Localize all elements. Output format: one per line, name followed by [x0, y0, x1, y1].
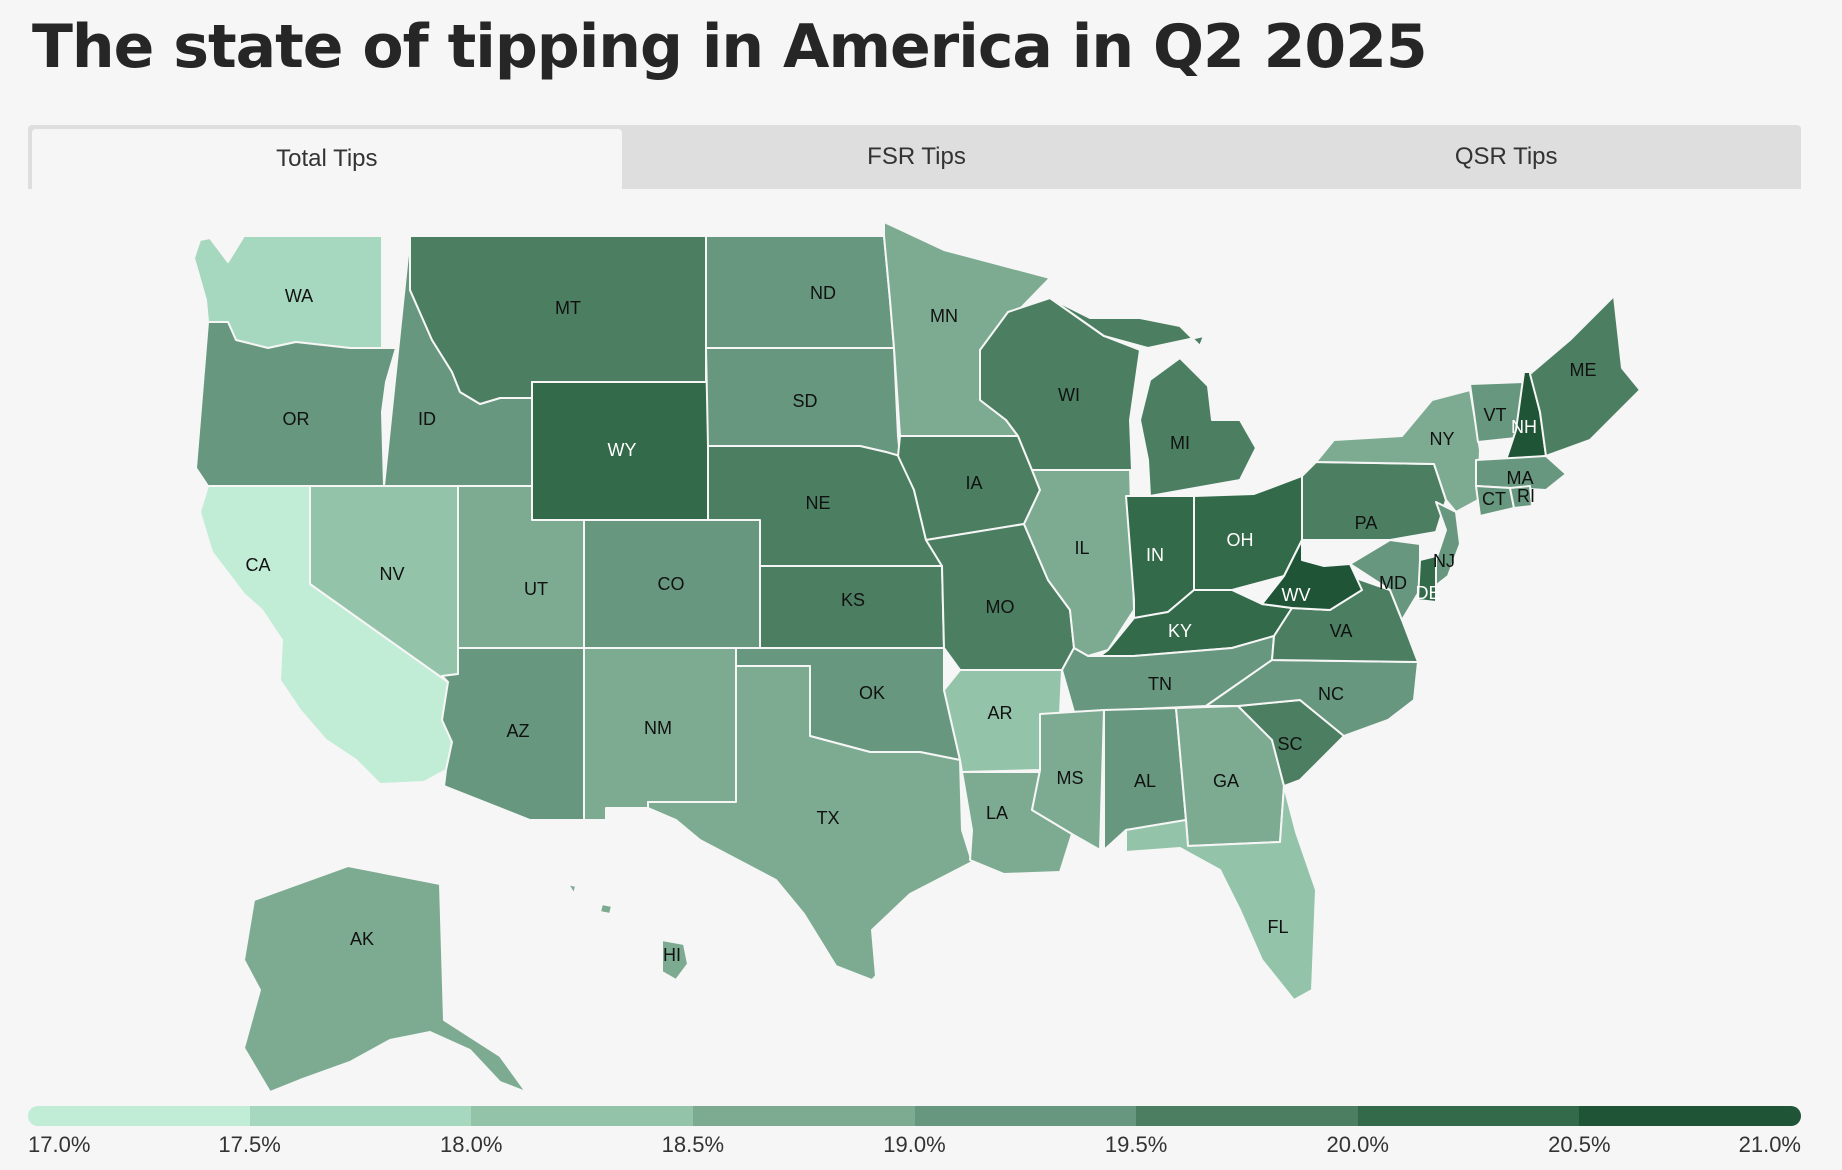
state-label-il: IL — [1074, 538, 1089, 558]
tab-fsr-tips[interactable]: FSR Tips — [867, 143, 966, 170]
legend-tick-label: 17.0% — [28, 1132, 91, 1157]
state-label-ky: KY — [1168, 621, 1192, 641]
state-label-ms: MS — [1057, 768, 1084, 788]
state-label-co: CO — [658, 574, 685, 594]
state-label-ks: KS — [841, 590, 865, 610]
legend-tick-label: 19.0% — [883, 1132, 946, 1157]
state-label-nm: NM — [644, 718, 672, 738]
state-label-tn: TN — [1148, 674, 1172, 694]
state-label-al: AL — [1134, 771, 1156, 791]
state-label-mi: MI — [1170, 433, 1190, 453]
state-label-az: AZ — [506, 721, 529, 741]
state-label-hi: HI — [663, 945, 681, 965]
state-tx[interactable] — [647, 665, 973, 981]
legend-swatch — [471, 1106, 693, 1126]
state-label-mo: MO — [986, 597, 1015, 617]
state-label-or: OR — [283, 409, 310, 429]
state-wv[interactable] — [1261, 539, 1363, 611]
legend-tick-label: 20.5% — [1548, 1132, 1611, 1157]
legend-swatch — [1357, 1106, 1580, 1126]
state-de[interactable] — [1417, 555, 1437, 603]
state-label-id: ID — [418, 409, 436, 429]
state-wi[interactable] — [979, 297, 1141, 471]
state-mt[interactable] — [409, 235, 707, 405]
legend-color-bar — [28, 1106, 1801, 1126]
state-labels: WA OR CA ID NV MT WY UT AZ CO NM ND SD NE KS OK TX MN IA MO… — [245, 283, 1596, 965]
legend-labels: 17.0% 17.5% 18.0% 18.5% 19.0% 19.5% 20.0% 20.5%… — [28, 1132, 1801, 1162]
state-label-fl: FL — [1267, 917, 1288, 937]
state-label-tx: TX — [816, 808, 839, 828]
state-fl[interactable] — [1125, 785, 1317, 1001]
state-label-ut: UT — [524, 579, 548, 599]
state-label-ny: NY — [1429, 429, 1454, 449]
state-or[interactable] — [195, 321, 397, 487]
legend-tick-label: 17.5% — [218, 1132, 281, 1157]
state-label-vt: VT — [1483, 405, 1506, 425]
legend-tick-label: 18.5% — [661, 1132, 725, 1157]
state-ak[interactable] — [243, 865, 527, 1093]
state-label-nj: NJ — [1433, 551, 1455, 571]
state-ma[interactable] — [1475, 455, 1567, 491]
state-hi[interactable] — [567, 883, 689, 981]
state-label-nd: ND — [810, 283, 836, 303]
state-nj[interactable] — [1429, 501, 1461, 591]
state-label-ne: NE — [805, 493, 830, 513]
state-label-oh: OH — [1227, 530, 1254, 550]
state-label-ma: MA — [1507, 468, 1534, 488]
legend-swatch — [914, 1106, 1137, 1126]
state-label-ri: RI — [1517, 486, 1535, 506]
state-label-ca: CA — [245, 555, 270, 575]
tab-bar: Total Tips FSR Tips QSR Tips — [28, 125, 1801, 189]
state-label-ga: GA — [1213, 771, 1239, 791]
legend-swatch — [249, 1106, 472, 1126]
state-label-nh: NH — [1511, 417, 1537, 437]
legend-tick-label: 20.0% — [1326, 1132, 1389, 1157]
tab-qsr-tips[interactable]: QSR Tips — [1454, 143, 1558, 170]
state-label-ct: CT — [1482, 489, 1506, 509]
legend-tick-label: 18.0% — [440, 1132, 503, 1157]
state-label-ia: IA — [965, 473, 982, 493]
page-title: The state of tipping in America in Q2 20… — [32, 12, 1428, 82]
state-label-mn: MN — [930, 306, 958, 326]
legend-swatch — [1136, 1106, 1358, 1126]
state-label-sd: SD — [792, 391, 817, 411]
state-label-de: DE — [1415, 583, 1440, 603]
legend-swatch — [692, 1106, 915, 1126]
state-label-in: IN — [1146, 545, 1164, 565]
state-label-sc: SC — [1277, 734, 1302, 754]
state-label-wy: WY — [608, 440, 637, 460]
us-choropleth-map: WA OR CA ID NV MT WY UT AZ CO NM ND SD NE KS OK TX MN IA MO… — [193, 221, 1641, 1093]
legend-swatch — [1579, 1106, 1801, 1126]
state-label-la: LA — [986, 803, 1008, 823]
legend-swatch — [28, 1106, 250, 1126]
state-label-wi: WI — [1058, 385, 1080, 405]
state-ny[interactable] — [1315, 389, 1481, 513]
state-me[interactable] — [1529, 295, 1641, 457]
state-nd[interactable] — [705, 235, 895, 349]
legend-tick-label: 21.0% — [1738, 1132, 1801, 1157]
state-label-me: ME — [1570, 360, 1597, 380]
state-mi[interactable] — [1049, 297, 1257, 497]
legend-tick-label: 19.5% — [1104, 1132, 1168, 1157]
state-label-wa: WA — [285, 286, 313, 306]
state-label-nc: NC — [1318, 684, 1344, 704]
state-label-md: MD — [1379, 573, 1407, 593]
state-label-nv: NV — [379, 564, 404, 584]
tab-total-tips[interactable]: Total Tips — [32, 129, 622, 189]
state-label-ak: AK — [350, 929, 374, 949]
state-label-wv: WV — [1282, 585, 1311, 605]
state-label-ar: AR — [987, 703, 1012, 723]
state-ri[interactable] — [1509, 485, 1533, 509]
state-label-va: VA — [1330, 621, 1353, 641]
state-label-ok: OK — [859, 683, 885, 703]
state-label-pa: PA — [1355, 513, 1378, 533]
state-label-mt: MT — [555, 298, 581, 318]
